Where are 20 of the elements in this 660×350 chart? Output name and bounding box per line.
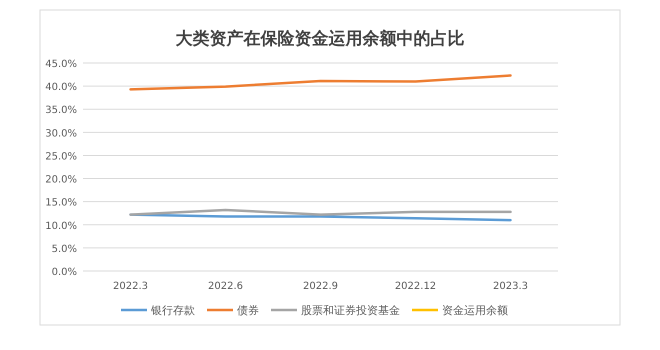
x-tick-label: 2023.3	[493, 281, 528, 292]
legend-label: 债券	[237, 304, 259, 317]
x-tick-label: 2022.12	[394, 281, 436, 292]
legend-label: 资金运用余额	[442, 304, 508, 317]
x-tick-label: 2022.6	[208, 281, 243, 292]
y-tick-label: 25.0%	[45, 151, 77, 162]
title: 大类资产在保险资金运用余额中的占比	[176, 29, 464, 49]
legend-label: 银行存款	[150, 304, 195, 317]
y-tick-label: 15.0%	[45, 198, 77, 209]
y-tick-label: 40.0%	[45, 82, 77, 94]
y-tick-label: 35.0%	[45, 105, 77, 116]
y-tick-label: 30.0%	[45, 128, 77, 140]
y-tick-label: 10.0%	[45, 220, 77, 232]
x-tick-label: 2022.3	[113, 281, 148, 292]
y-tick-label: 5.0%	[52, 244, 77, 255]
y-tick-label: 45.0%	[45, 59, 77, 70]
x-tick-label: 2022.9	[303, 281, 338, 292]
legend-label: 股票和证券投资基金	[301, 304, 400, 317]
y-tick-label: 20.0%	[45, 174, 77, 186]
y-tick-label: 0.0%	[52, 267, 77, 278]
